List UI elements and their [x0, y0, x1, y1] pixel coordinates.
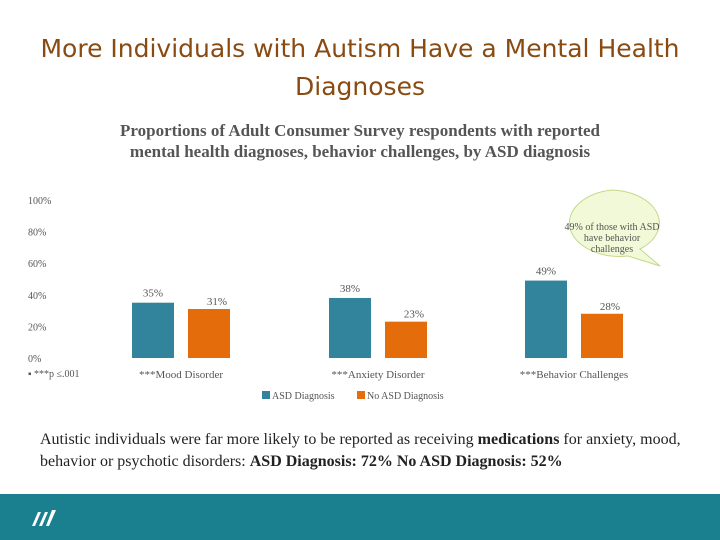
chart: 0% 20% 40% 60% 80% 100% 35% 31% ***Mood Disorde…	[28, 189, 661, 402]
slide-title: More Individuals with Autism Have a Ment…	[40, 34, 680, 101]
legend-swatch-no-asd	[357, 391, 365, 399]
data-label: 31%	[207, 296, 227, 308]
y-tick-label: 40%	[28, 291, 46, 302]
callout-bubble	[568, 189, 661, 267]
bar-asd	[525, 280, 567, 358]
summary-tail: ASD Diagnosis: 72% No ASD Diagnosis: 52%	[249, 453, 563, 470]
logo-icon	[32, 510, 56, 526]
data-label: 28%	[600, 301, 620, 313]
data-label: 38%	[340, 283, 360, 295]
y-tick-label: 100%	[28, 196, 51, 207]
y-tick-label: 20%	[28, 322, 46, 333]
bar-no-asd	[385, 321, 427, 358]
summary-suffix: for anxiety, mood, behavior or psychotic…	[40, 431, 681, 470]
category-label: ***Behavior Challenges	[520, 369, 628, 381]
callout-text: 49% of those with ASD have behavior chal…	[564, 222, 660, 255]
bar-asd	[329, 297, 371, 358]
footer-bar	[0, 494, 720, 540]
data-label: 35%	[143, 288, 163, 300]
footnote: ▪ ***p ≤.001	[28, 369, 80, 380]
footnote-text: ***p ≤.001	[34, 369, 80, 380]
legend-label-no-asd: No ASD Diagnosis	[367, 391, 444, 402]
y-tick-label: 80%	[28, 228, 46, 239]
legend-label-asd: ASD Diagnosis	[272, 391, 335, 402]
data-label: 23%	[404, 309, 424, 321]
bar-asd	[132, 302, 174, 358]
legend-swatch-asd	[262, 391, 270, 399]
category-label: ***Mood Disorder	[139, 369, 223, 381]
summary-prefix: Autistic individuals were far more likel…	[40, 431, 478, 448]
y-tick-label: 0%	[28, 354, 41, 365]
summary-bold: medications	[477, 431, 560, 448]
data-label: 49%	[536, 266, 556, 278]
bar-no-asd	[188, 309, 230, 358]
category-label: ***Anxiety Disorder	[331, 369, 425, 381]
y-tick-label: 60%	[28, 259, 46, 270]
chart-title: Proportions of Adult Consumer Survey res…	[120, 121, 600, 161]
summary-text: Autistic individuals were far more likel…	[40, 429, 700, 473]
bar-no-asd	[581, 313, 623, 358]
